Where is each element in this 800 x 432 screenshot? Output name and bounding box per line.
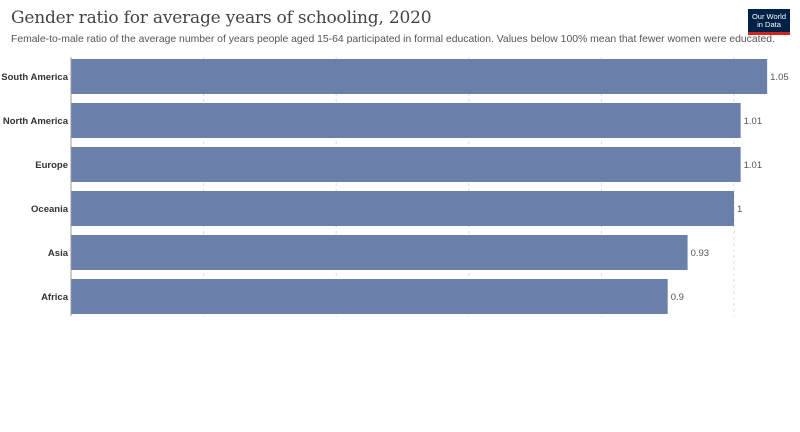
category-label: Oceania [31, 204, 69, 215]
value-label: 1.01 [744, 160, 763, 171]
value-label: 1.01 [744, 116, 763, 127]
category-label: Africa [41, 292, 69, 303]
bar[interactable] [71, 235, 688, 270]
bar[interactable] [71, 279, 668, 314]
bar[interactable] [71, 103, 741, 138]
bar[interactable] [71, 191, 734, 226]
category-label: Asia [48, 248, 69, 259]
logo-line-2: in Data [757, 19, 781, 29]
owid-logo[interactable]: Our World in Data [748, 9, 790, 35]
value-label: 1 [737, 204, 742, 215]
chart-title: Gender ratio for average years of school… [11, 8, 432, 28]
value-label: 0.93 [691, 248, 710, 259]
bar[interactable] [71, 59, 768, 94]
chart-subtitle: Female-to-male ratio of the average numb… [11, 34, 775, 45]
category-label: North America [3, 116, 69, 127]
value-label: 1.05 [770, 72, 789, 83]
category-label: South America [1, 72, 68, 83]
bar[interactable] [71, 147, 741, 182]
category-label: Europe [35, 160, 68, 171]
value-label: 0.9 [671, 292, 684, 303]
logo-line-1: Our World [751, 11, 787, 21]
